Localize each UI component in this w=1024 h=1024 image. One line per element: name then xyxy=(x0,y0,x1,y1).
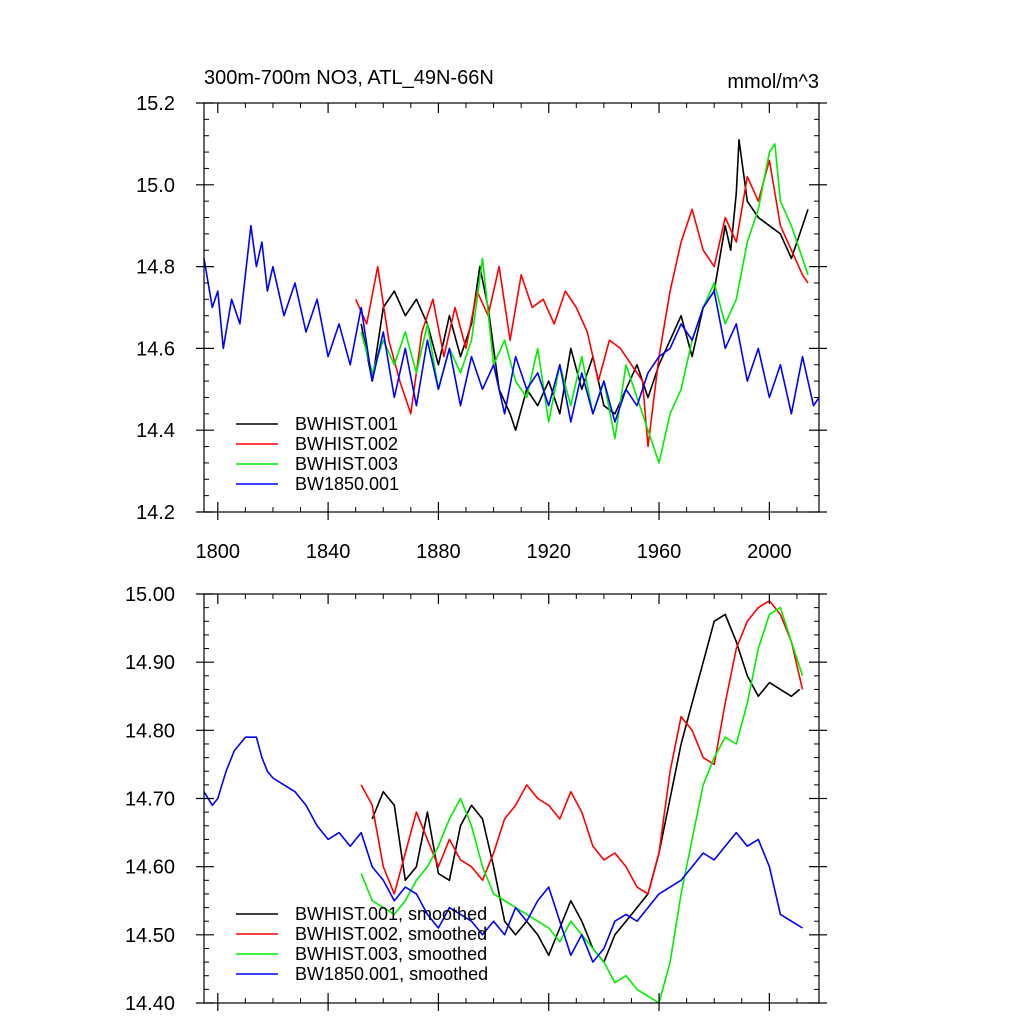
y-tick-label: 14.8 xyxy=(136,257,175,279)
y-tick-label: 15.00 xyxy=(125,584,175,606)
x-tick-label: 1920 xyxy=(526,541,571,563)
chart-title: 300m-700m NO3, ATL_49N-66N xyxy=(204,67,494,89)
x-tick-label: 1960 xyxy=(637,541,682,563)
y-tick-label: 15.2 xyxy=(136,93,175,115)
x-tick-label: 1800 xyxy=(196,541,241,563)
panel-top: 300m-700m NO3, ATL_49N-66N mmol/m^3 1800… xyxy=(136,67,827,563)
y-tick-label: 14.50 xyxy=(125,925,175,947)
legend-label: BWHIST.002, smoothed xyxy=(295,924,487,944)
y-tick-label: 14.60 xyxy=(125,857,175,879)
series-line-1-2 xyxy=(354,159,809,448)
x-tick-label: 1840 xyxy=(306,541,351,563)
legend-label: BW1850.001, smoothed xyxy=(295,964,488,984)
legend-label: BWHIST.002 xyxy=(295,434,398,454)
x-tick-label: 2000 xyxy=(747,541,792,563)
series-line-2-2 xyxy=(360,599,804,895)
y-tick-label: 14.2 xyxy=(136,502,175,524)
legend-label: BWHIST.003, smoothed xyxy=(295,944,487,964)
legend-label: BW1850.001 xyxy=(295,474,399,494)
y-tick-label: 14.6 xyxy=(136,338,175,360)
series-line-2-4 xyxy=(203,736,803,963)
y-tick-label: 14.40 xyxy=(125,993,175,1015)
plot-frame xyxy=(203,102,820,513)
legend-label: BWHIST.003 xyxy=(295,454,398,474)
y-tick-label: 14.4 xyxy=(136,420,175,442)
series-line-1-3 xyxy=(360,143,809,464)
panel-bottom: 14.40 14.50 14.60 14.70 14.80 14.90 15.00 BWHIS… xyxy=(125,584,827,1015)
y-tick-label: 14.90 xyxy=(125,652,175,674)
series-line-2-1 xyxy=(371,613,801,963)
legend-label: BWHIST.001 xyxy=(295,414,398,434)
y-tick-label: 14.80 xyxy=(125,720,175,742)
legend-label: BWHIST.001, smoothed xyxy=(295,904,487,924)
y-tick-label: 14.70 xyxy=(125,789,175,811)
y-tick-label: 15.0 xyxy=(136,175,175,197)
series-line-1-4 xyxy=(203,224,820,423)
units-label: mmol/m^3 xyxy=(727,71,819,93)
series-line-1-1 xyxy=(360,139,809,432)
x-tick-label: 1880 xyxy=(416,541,461,563)
